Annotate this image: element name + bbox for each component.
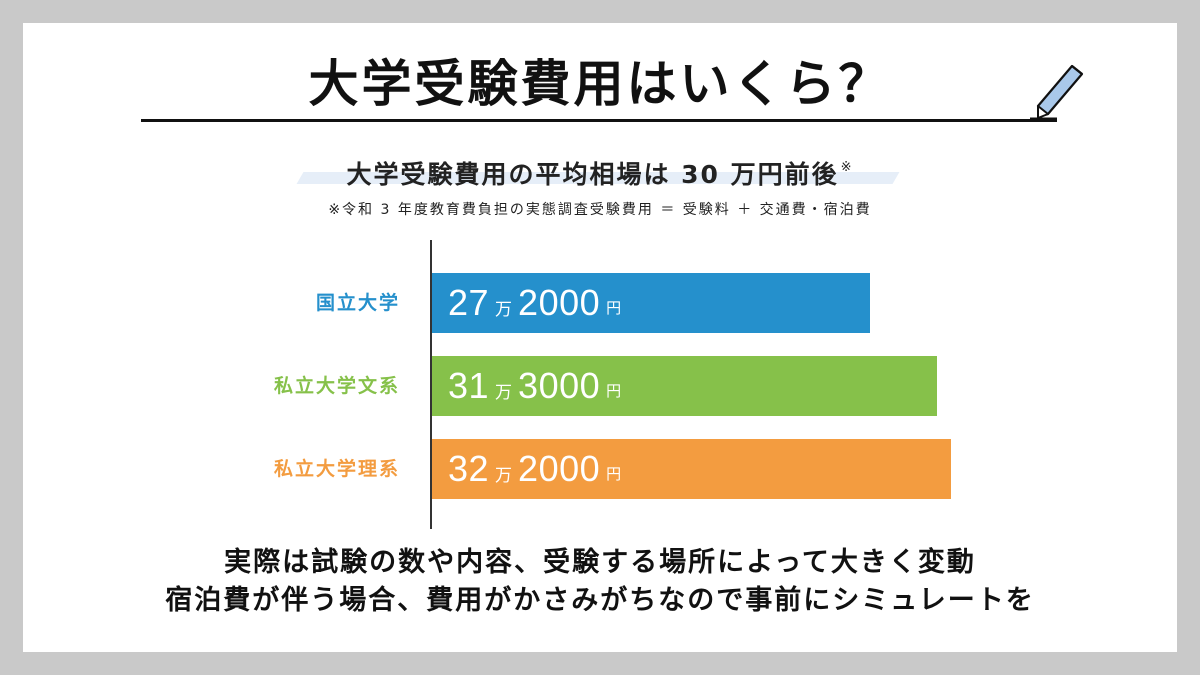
bar-value-rest: 3000 [518, 365, 601, 406]
bar-unit-yen: 円 [606, 381, 622, 400]
footer-line-2: 宿泊費が伴う場合、費用がかさみがちなので事前にシミュレートを [165, 585, 1035, 616]
page-title: 大学受験費用はいくら？ [308, 55, 892, 113]
bar-unit-yen: 円 [606, 298, 622, 317]
bar-unit-man: 万 [495, 465, 513, 486]
subtitle-footnote-mark: ※ [840, 160, 854, 175]
bar-unit-yen: 円 [606, 464, 622, 483]
subtitle: 大学受験費用の平均相場は 30 万円前後 ※ [346, 150, 853, 193]
bar-unit-man: 万 [495, 299, 513, 320]
subtitle-container: 大学受験費用の平均相場は 30 万円前後 ※ [0, 150, 1200, 193]
bar-national: 27 万 2000 円 [432, 273, 870, 333]
bar-value-man: 31 [448, 365, 490, 406]
subtitle-text: 大学受験費用の平均相場は 30 万円前後 [346, 160, 839, 189]
bar-value-man: 32 [448, 448, 490, 489]
footer-text: 実際は試験の数や内容、受験する場所によって大きく変動 宿泊費が伴う場合、費用がか… [0, 544, 1200, 620]
bar-value-rest: 2000 [518, 448, 601, 489]
title-underline [141, 119, 1057, 122]
bar-label-private-humanities: 私立大学文系 [273, 375, 400, 397]
chart-axis [430, 240, 432, 529]
pencil-icon [1030, 64, 1084, 121]
slide-panel [23, 23, 1177, 652]
bar-value-rest: 2000 [518, 282, 601, 323]
footer-line-1: 実際は試験の数や内容、受験する場所によって大きく変動 [224, 547, 976, 578]
bar-private-humanities: 31 万 3000 円 [432, 356, 937, 416]
bar-label-private-science: 私立大学理系 [273, 458, 400, 480]
source-note: ※令和 3 年度教育費負担の実態調査受験費用 ＝ 受験料 ＋ 交通費・宿泊費 [328, 202, 872, 218]
bar-value-man: 27 [448, 282, 490, 323]
bar-unit-man: 万 [495, 382, 513, 403]
bar-label-national: 国立大学 [315, 292, 400, 314]
bar-private-science: 32 万 2000 円 [432, 439, 951, 499]
